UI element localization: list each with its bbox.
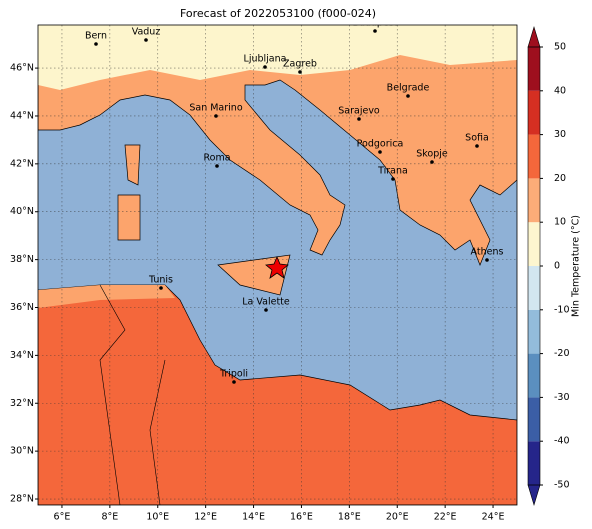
x-tick-label: 16°E [290,512,313,523]
x-tick-label: 24°E [482,512,505,523]
city-dot [475,144,479,148]
colorbar-segment [528,178,540,223]
y-tick-label: 28°N [10,494,34,505]
colorbar-segment [528,222,540,266]
city-label: Skopje [416,149,448,160]
city-dot [159,286,163,290]
city-dot [406,94,410,98]
colorbar-segment [528,397,540,442]
city-label: Ljubljana [244,54,287,65]
city-dot [485,258,489,262]
city-dot [214,114,218,118]
x-tick-label: 6°E [54,512,71,523]
country-border [99,284,166,505]
city-dot [378,150,382,154]
city-dot [144,38,148,42]
colorbar: -50 -40 -30 -20 -10 0 10 20 30 40 50 [527,25,570,507]
city-label: Budapest [353,18,398,29]
colorbar-segment [528,266,540,310]
colorbar-tick-label: -50 [554,480,570,491]
colorbar-tick-label: 20 [554,173,566,184]
city-dot [298,70,302,74]
colorbar-tick-label: 30 [554,129,566,140]
x-tick-label: 22°E [434,512,457,523]
colorbar-tick-label: 50 [554,42,566,53]
colorbar-segment [528,47,540,91]
city-dot [264,308,268,312]
city-dot [357,117,361,121]
colorbar-extend [527,25,541,48]
y-tick-label: 38°N [10,254,34,265]
city-dot [391,177,395,181]
city-dot [232,380,236,384]
colorbar-tick-label: -20 [554,348,570,359]
city-label: Tripoli [219,369,248,380]
colorbar-extend [527,484,541,507]
city-dot [215,164,219,168]
sardinia [117,194,141,241]
y-tick-label: 40°N [10,206,34,217]
colorbar-label: Min Temperature (°C) [571,215,582,317]
colorbar-tick-label: 40 [554,85,566,96]
y-tick-label: 34°N [10,350,34,361]
city-label: La Valette [242,297,290,308]
colorbar-segment [528,441,540,485]
colorbar-tick-label: -40 [554,436,570,447]
colorbar-tick-label: -10 [554,304,570,315]
colorbar-segment [528,90,540,135]
y-tick-label: 46°N [10,63,34,74]
map-frame [37,24,518,506]
x-tick-label: 8°E [101,512,118,523]
colorbar-tick-label: -30 [554,392,570,403]
grid [38,25,517,505]
colorbar-tick-label: 0 [554,261,560,272]
colorbar-segment [528,309,540,354]
colorbar-tick-label: 10 [554,217,566,228]
city-label: Athens [471,247,504,258]
city-label: Sofia [465,133,489,144]
axes: 6°E 8°E 10°E 12°E 14°E 16°E 18°E 20°E 22°E 24°E 28… [10,63,504,523]
y-tick-label: 42°N [10,158,34,169]
colorbar-segment [528,353,540,398]
corsica [124,144,141,186]
city-dot [94,42,98,46]
y-tick-label: 44°N [10,110,34,121]
x-tick-label: 18°E [338,512,361,523]
city-dot [263,65,267,69]
city-dot [430,160,434,164]
y-tick-label: 30°N [10,446,34,457]
city-dot [373,29,377,33]
y-tick-label: 32°N [10,398,34,409]
city-label: San Marino [189,103,242,114]
x-tick-label: 10°E [146,512,169,523]
x-tick-label: 14°E [242,512,265,523]
city-label: Roma [203,153,230,164]
colorbar-segment [528,134,540,179]
y-tick-label: 36°N [10,302,34,313]
city-label: Zagreb [283,59,317,70]
city-label: Bern [85,31,107,42]
x-tick-label: 12°E [194,512,217,523]
city-label: Tirana [377,166,408,177]
title: Forecast of 2022053100 (f000-024) [180,7,376,20]
city-label: Vaduz [132,27,161,38]
city-label: Sarajevo [338,106,380,117]
city-label: Tunis [148,275,173,286]
x-tick-label: 20°E [386,512,409,523]
city-label: Belgrade [387,83,430,94]
city-label: Podgorica [357,139,404,150]
location-star [265,255,289,279]
